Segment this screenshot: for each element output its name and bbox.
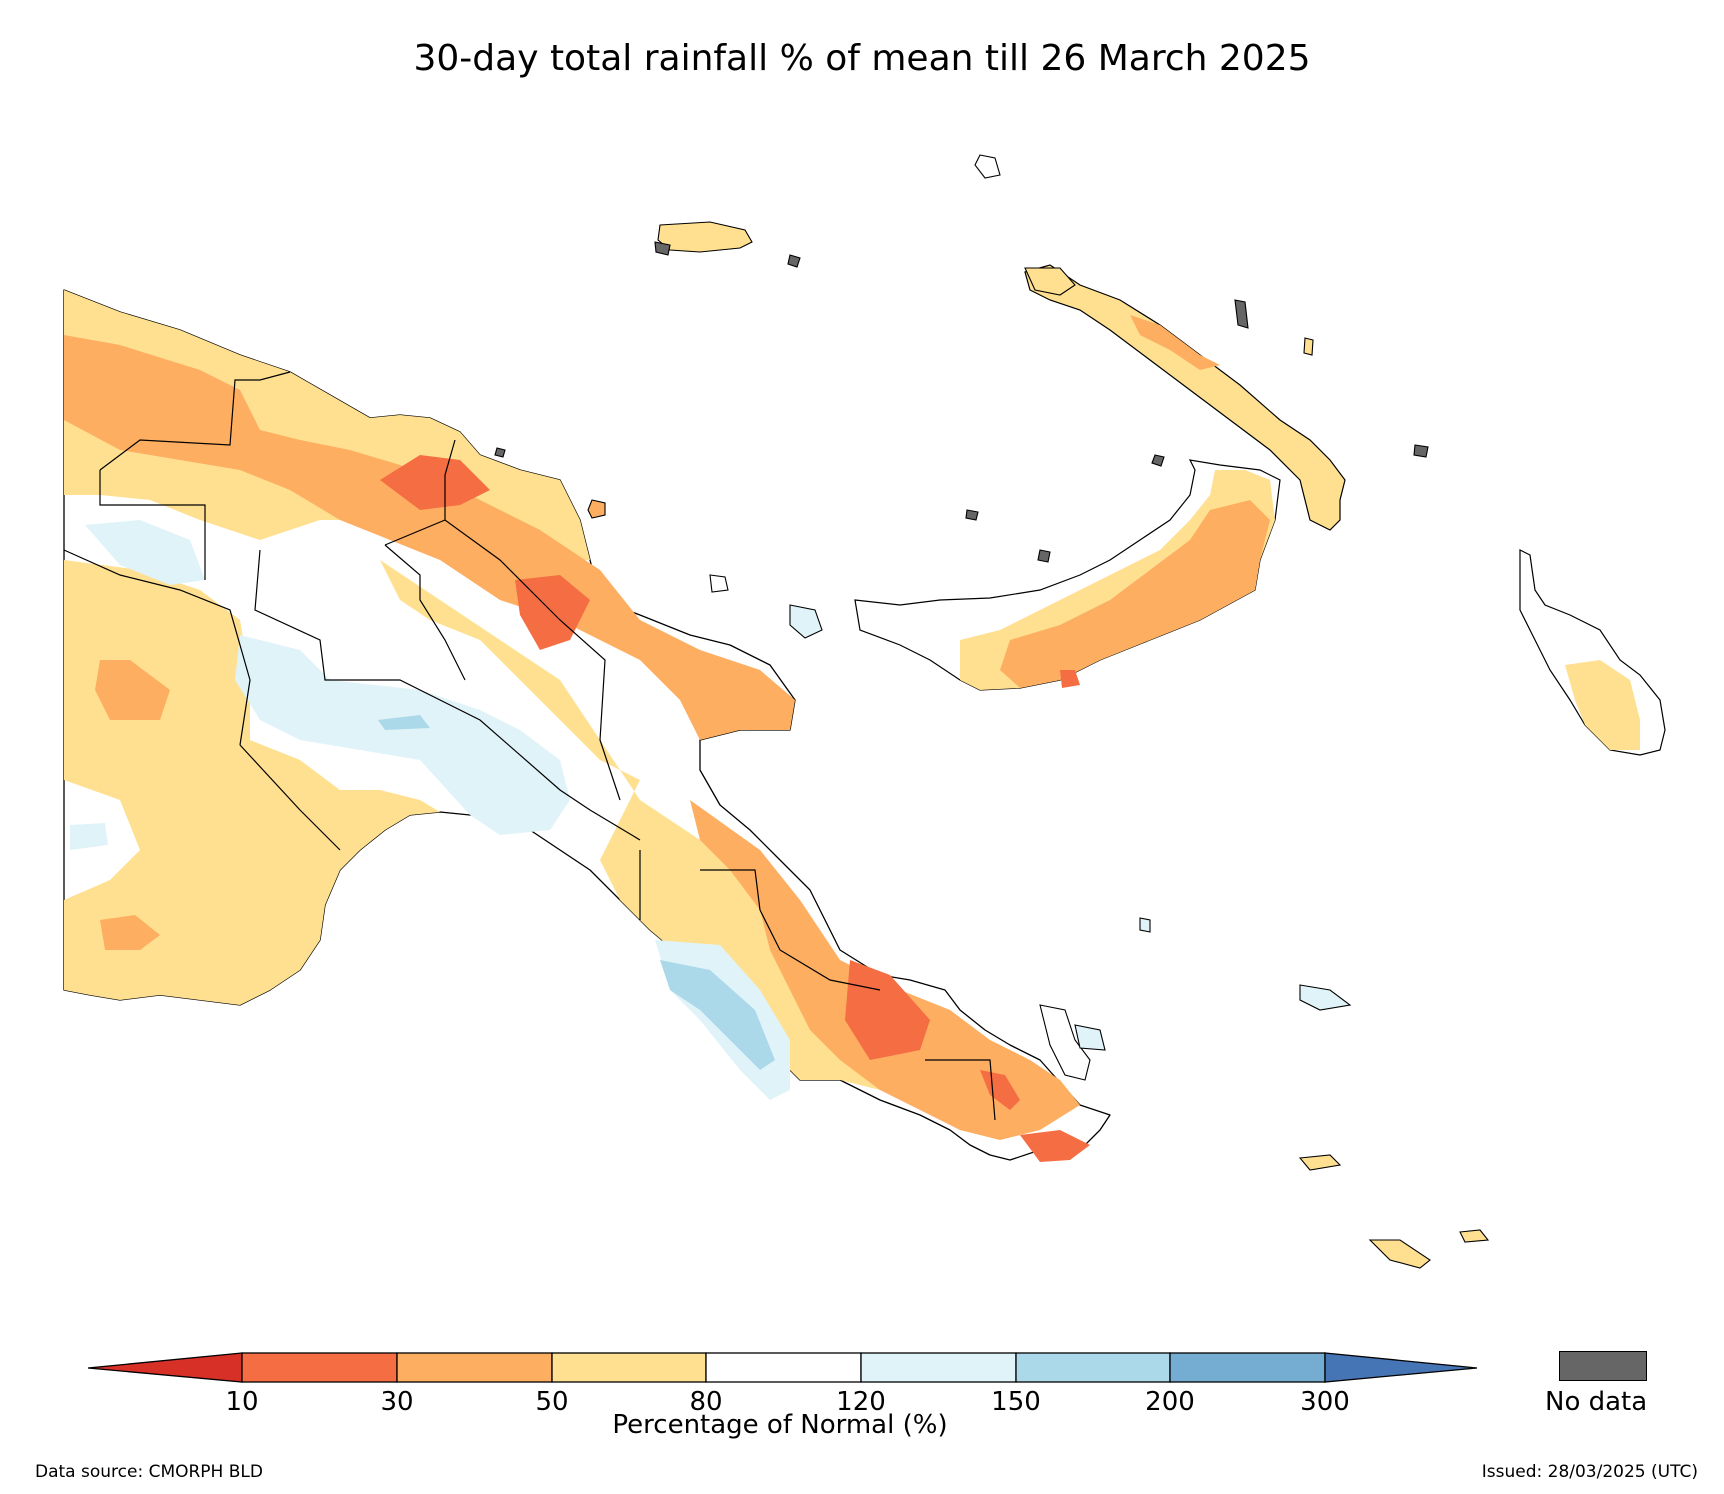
colorbar-50-80 (551, 1352, 707, 1383)
data-source: Data source: CMORPH BLD (35, 1462, 263, 1482)
colorbar-10-30 (241, 1352, 398, 1383)
island-gray-1 (787, 254, 801, 268)
zone-30-50-north (64, 335, 795, 740)
manus-gray (654, 241, 671, 256)
colorbar-extend-high (1324, 1352, 1478, 1383)
tick-label-10: 10 (225, 1387, 259, 1417)
new-britain-red (1060, 670, 1080, 688)
colorbar-30-50 (396, 1352, 553, 1383)
tick-label-300: 300 (1300, 1387, 1350, 1417)
island-lblue-1 (789, 604, 823, 639)
islands (494, 154, 1490, 1269)
island-lblue-4 (1139, 917, 1151, 933)
zone-10-30-tip (980, 1070, 1020, 1110)
colorbar-label: Percentage of Normal (%) (612, 1410, 948, 1440)
no-data-label: No data (1545, 1387, 1648, 1417)
tick-label-120: 120 (836, 1387, 886, 1417)
zone-120-150-west (70, 823, 108, 850)
zone-150-200-central (378, 715, 430, 730)
colorbar-80-120 (705, 1352, 862, 1383)
manus-island (657, 221, 753, 253)
zone-10-30-north (380, 455, 490, 510)
map-title: 30-day total rainfall % of mean till 26 … (413, 38, 1311, 79)
island-yellow-se2 (1368, 1239, 1431, 1269)
bougainville-yellow (1565, 660, 1640, 750)
island-gray-2 (1234, 299, 1249, 329)
bougainville (1519, 549, 1666, 756)
colorbar-extend-low (87, 1352, 243, 1383)
island-small-w (709, 574, 729, 593)
zone-10-30-southeast (1020, 1130, 1090, 1162)
colorbar-120-150 (860, 1352, 1017, 1383)
zone-150-200-south (660, 960, 775, 1070)
zone-50-80-central (380, 560, 880, 1090)
island-white-dentre (1039, 1004, 1091, 1081)
island-new-hanover (1024, 267, 1076, 296)
issued-date: Issued: 28/03/2025 (UTC) (1481, 1462, 1698, 1482)
colorbar-150-200 (1015, 1352, 1171, 1383)
island-lblue-3 (1074, 1024, 1106, 1051)
tick-label-50: 50 (535, 1387, 569, 1417)
zone-30-50-sw-blob (100, 915, 160, 950)
province-boundaries (63, 371, 996, 1121)
new-britain-outline (854, 459, 1281, 691)
colorbar-200-300 (1169, 1352, 1326, 1383)
island-yellow-ne (1303, 337, 1314, 356)
no-data-swatch (1559, 1351, 1647, 1381)
island-mussau (974, 154, 1001, 179)
new-ireland-outline (1024, 264, 1346, 531)
rainfall-zones (64, 290, 1090, 1162)
new-ireland (1024, 264, 1346, 531)
zone-30-50-west-blob (95, 660, 170, 720)
island-gray-3 (1413, 444, 1429, 458)
new-britain-orange (1000, 500, 1270, 688)
zone-120-150-nw (85, 520, 205, 585)
zone-50-80-south (64, 560, 440, 1005)
zone-30-50-east (690, 800, 1080, 1140)
tick-label-200: 200 (1145, 1387, 1195, 1417)
island-yellow-se1 (1298, 1154, 1342, 1171)
island-gray-7 (494, 447, 506, 458)
island-gray-5 (965, 509, 979, 521)
island-karkar (587, 499, 606, 519)
tick-label-150: 150 (991, 1387, 1041, 1417)
tick-label-30: 30 (380, 1387, 414, 1417)
island-yellow-se3 (1459, 1229, 1490, 1243)
island-gray-4 (1151, 454, 1165, 467)
new-ireland-orange (1130, 315, 1220, 370)
island-lblue-2 (1299, 984, 1352, 1011)
zone-10-30-east (845, 960, 930, 1060)
new-britain (854, 459, 1281, 691)
zone-120-150-central (235, 635, 570, 835)
island-gray-6 (1037, 549, 1051, 563)
colorbar (87, 1352, 1478, 1383)
tick-label-80: 80 (689, 1387, 723, 1417)
